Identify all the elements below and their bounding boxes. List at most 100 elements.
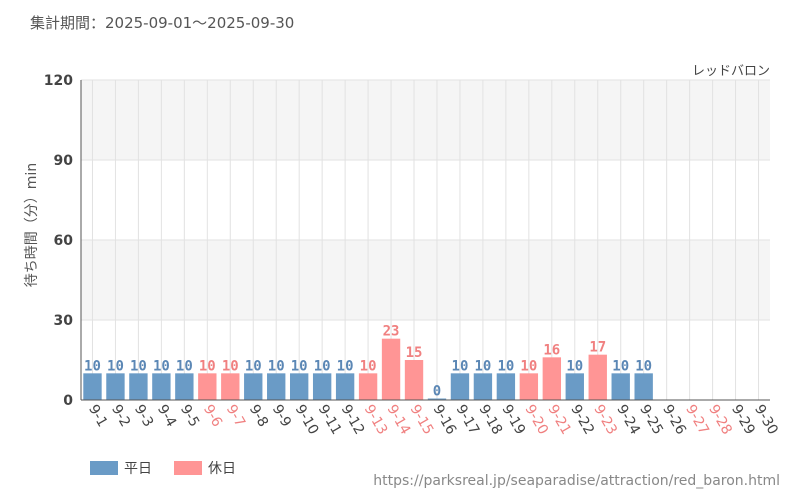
data-label-9-25: 10 [635, 358, 652, 374]
data-label-9-18: 10 [474, 358, 491, 374]
x-tick-label: 9-11 [315, 402, 345, 438]
bar-9-19 [496, 373, 516, 400]
bar-9-15 [404, 360, 424, 400]
data-label-9-8: 10 [245, 358, 262, 374]
x-tick-label: 9-27 [682, 402, 712, 438]
x-tick-label: 9-12 [338, 402, 368, 438]
x-tick-label: 9-29 [728, 402, 758, 438]
period-label: 集計期間：2025-09-01～2025-09-30 [30, 14, 295, 32]
x-tick-label: 9-9 [269, 402, 294, 430]
data-label-9-5: 10 [176, 358, 193, 374]
x-tick-label: 9-30 [751, 402, 781, 438]
x-tick-label: 9-21 [544, 402, 574, 438]
data-label-9-16: 0 [433, 384, 441, 400]
x-tick-label: 9-2 [108, 402, 133, 430]
weekday-swatch [90, 461, 118, 475]
x-tick-label: 9-17 [452, 402, 482, 438]
x-tick-label: 9-3 [131, 402, 156, 430]
bar-9-21 [542, 357, 562, 400]
bar-9-24 [611, 373, 630, 400]
y-tick-label: 120 [44, 73, 73, 89]
y-tick-label: 60 [54, 233, 74, 249]
bar-9-1 [83, 373, 102, 400]
data-label-9-14: 23 [383, 324, 400, 340]
bar-9-12 [335, 373, 355, 400]
x-tick-label: 9-26 [659, 402, 689, 438]
x-tick-label: 9-13 [361, 402, 391, 438]
bar-9-8 [244, 373, 263, 400]
bar-9-14 [381, 338, 401, 400]
data-label-9-22: 10 [566, 358, 583, 374]
bar-9-18 [473, 373, 493, 400]
data-label-9-10: 10 [291, 358, 308, 374]
data-label-9-23: 17 [589, 340, 606, 356]
x-tick-label: 9-5 [177, 402, 202, 430]
data-label-9-6: 10 [199, 358, 216, 374]
x-tick-label: 9-15 [407, 402, 437, 438]
bar-9-23 [588, 354, 607, 400]
x-tick-label: 9-6 [200, 402, 225, 430]
x-tick-label: 9-1 [85, 402, 110, 430]
y-tick-label: 30 [54, 313, 74, 329]
data-label-9-21: 16 [543, 342, 560, 358]
bar-9-3 [129, 373, 148, 400]
plot-band [81, 240, 770, 320]
bar-9-10 [289, 373, 309, 400]
bar-9-22 [565, 373, 584, 400]
bar-9-16 [427, 398, 447, 400]
bar-9-13 [358, 373, 378, 400]
x-tick-label: 9-8 [246, 402, 271, 430]
legend-holiday: 休日 [174, 458, 236, 478]
data-label-9-12: 10 [337, 358, 354, 374]
x-tick-label: 9-23 [590, 402, 620, 438]
bar-9-4 [152, 373, 171, 400]
data-label-9-19: 10 [497, 358, 514, 374]
x-tick-label: 9-19 [498, 402, 528, 438]
legend-weekday-label: 平日 [124, 461, 152, 477]
data-label-9-11: 10 [314, 358, 331, 374]
data-label-9-1: 10 [84, 358, 101, 374]
bar-9-6 [198, 373, 217, 400]
x-tick-label: 9-25 [636, 402, 666, 438]
data-label-9-24: 10 [612, 358, 629, 374]
plot-band [81, 160, 770, 240]
holiday-swatch [174, 461, 202, 475]
bar-9-20 [519, 373, 539, 400]
y-tick-label: 90 [54, 153, 74, 169]
data-label-9-20: 10 [520, 358, 537, 374]
data-label-9-15: 15 [406, 345, 423, 361]
legend: 平日 休日 [90, 458, 236, 478]
data-label-9-2: 10 [107, 358, 124, 374]
data-label-9-4: 10 [153, 358, 170, 374]
x-tick-label: 9-7 [223, 402, 248, 430]
data-label-9-3: 10 [130, 358, 147, 374]
x-tick-label: 9-24 [613, 402, 643, 438]
plot-band [81, 320, 770, 400]
bar-9-11 [312, 373, 332, 400]
legend-weekday: 平日 [90, 458, 152, 478]
x-tick-label: 9-18 [475, 402, 505, 438]
y-tick-label: 0 [63, 393, 73, 409]
bar-9-17 [450, 373, 470, 400]
x-tick-label: 9-16 [430, 402, 460, 438]
data-label-9-9: 10 [268, 358, 285, 374]
y-axis-label: 待ち時間（分）min [24, 163, 40, 287]
data-label-9-7: 10 [222, 358, 239, 374]
data-label-9-17: 10 [452, 358, 469, 374]
plot-band [81, 80, 770, 160]
x-tick-label: 9-20 [521, 402, 551, 438]
legend-holiday-label: 休日 [208, 461, 236, 477]
data-label-9-13: 10 [360, 358, 377, 374]
source-url: https://parksreal.jp/seaparadise/attract… [373, 473, 780, 489]
x-tick-label: 9-14 [384, 402, 414, 438]
x-tick-label: 9-10 [292, 402, 322, 438]
x-tick-label: 9-4 [154, 402, 179, 430]
bar-9-2 [106, 373, 125, 400]
bar-9-7 [221, 373, 240, 400]
bar-9-9 [267, 373, 286, 400]
bar-9-25 [634, 373, 653, 400]
x-tick-label: 9-22 [567, 402, 597, 438]
bar-9-5 [175, 373, 194, 400]
x-tick-label: 9-28 [705, 402, 735, 438]
